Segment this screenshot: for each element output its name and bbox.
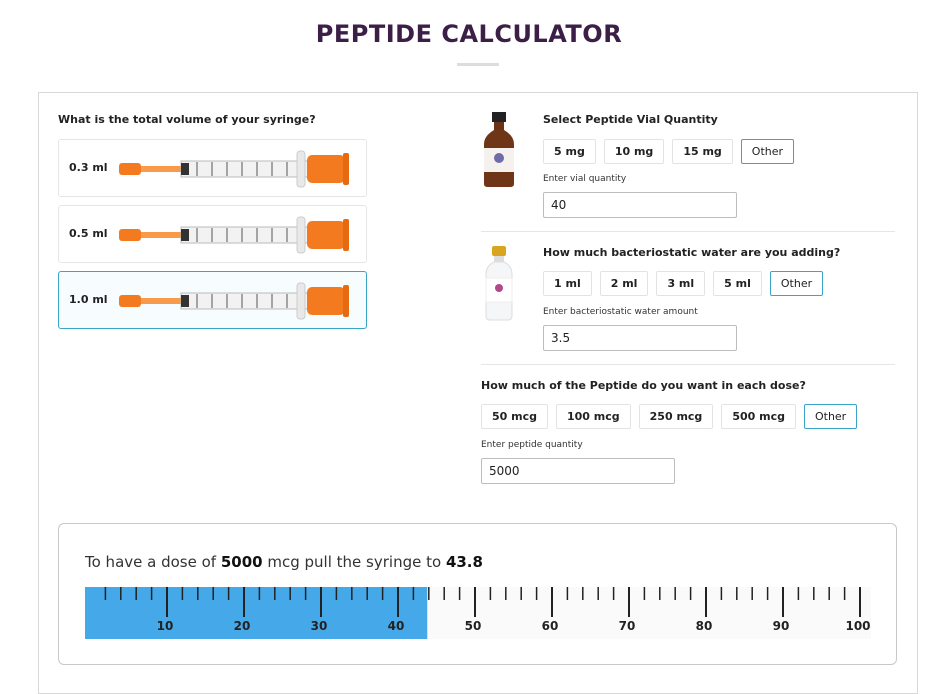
option-button[interactable]: 5 mg <box>543 139 596 164</box>
water-vial-image <box>485 246 513 321</box>
syringe-image <box>117 149 352 189</box>
tick-label: 80 <box>696 619 713 633</box>
option-button[interactable]: 3 ml <box>656 271 706 296</box>
dose-input[interactable]: 5000 <box>481 458 675 484</box>
tick-label: 70 <box>619 619 636 633</box>
ruler-fill <box>85 587 428 639</box>
option-button[interactable]: 2 ml <box>599 271 649 296</box>
tick-label: 30 <box>311 619 328 633</box>
title-rule <box>457 63 499 66</box>
option-button[interactable]: Other <box>740 139 795 164</box>
divider <box>481 364 895 365</box>
divider <box>481 231 895 232</box>
vial-options: 5 mg 10 mg 15 mg Other <box>543 139 795 164</box>
syringe-question: What is the total volume of your syringe… <box>58 113 316 126</box>
syringe-option[interactable]: 0.3 ml <box>58 139 367 197</box>
option-button[interactable]: 100 mcg <box>556 404 631 429</box>
tick-label: 60 <box>542 619 559 633</box>
tick-label: 90 <box>773 619 790 633</box>
result-box: To have a dose of 5000 mcg pull the syri… <box>58 523 897 665</box>
dose-question: How much of the Peptide do you want in e… <box>481 379 806 392</box>
result-units: 43.8 <box>445 553 483 571</box>
option-button[interactable]: 50 mcg <box>481 404 548 429</box>
tick-label: 10 <box>157 619 174 633</box>
result-prefix: To have a dose of <box>85 553 217 571</box>
syringe-option-label: 0.5 ml <box>69 227 108 240</box>
option-button[interactable]: 250 mcg <box>638 404 714 429</box>
page-title: PEPTIDE CALCULATOR <box>315 20 623 48</box>
vial-input[interactable]: 40 <box>543 192 737 218</box>
option-button[interactable]: Other <box>803 404 858 429</box>
option-button[interactable]: 10 mg <box>603 139 665 164</box>
syringe-ruler: 10 20 30 40 50 60 70 80 90 100 <box>85 587 871 639</box>
result-text: To have a dose of 5000 mcg pull the syri… <box>85 553 483 571</box>
syringe-option[interactable]: 0.5 ml <box>58 205 367 263</box>
option-button[interactable]: Other <box>769 271 824 296</box>
vial-question: Select Peptide Vial Quantity <box>543 113 718 126</box>
dose-options: 50 mcg 100 mcg 250 mcg 500 mcg Other <box>481 404 858 429</box>
tick-label: 40 <box>388 619 405 633</box>
result-dose: 5000 <box>220 553 263 571</box>
page: {"header": {"title": "PEPTIDE CALCULATOR… <box>38 20 918 694</box>
option-button[interactable]: 15 mg <box>672 139 733 164</box>
syringe-option[interactable]: 1.0 ml <box>58 271 367 329</box>
vial-image <box>484 112 514 187</box>
option-button[interactable]: 500 mcg <box>721 404 796 429</box>
syringe-option-label: 1.0 ml <box>69 293 108 306</box>
option-button[interactable]: 5 ml <box>713 271 762 296</box>
water-question: How much bacteriostatic water are you ad… <box>543 246 841 259</box>
option-button[interactable]: 1 ml <box>543 271 592 296</box>
result-middle: mcg pull the syringe to <box>267 553 442 571</box>
tick-label: 50 <box>465 619 482 633</box>
vial-input-label: Enter vial quantity <box>543 174 627 184</box>
tick-label: 100 <box>845 619 870 633</box>
syringe-option-label: 0.3 ml <box>69 161 108 174</box>
water-input-label: Enter bacteriostatic water amount <box>543 307 698 317</box>
water-input[interactable]: 3.5 <box>543 325 737 351</box>
syringe-image <box>117 281 352 321</box>
water-options: 1 ml 2 ml 3 ml 5 ml Other <box>543 271 824 296</box>
syringe-image <box>117 215 352 255</box>
tick-label: 20 <box>234 619 251 633</box>
dose-input-label: Enter peptide quantity <box>481 440 583 450</box>
